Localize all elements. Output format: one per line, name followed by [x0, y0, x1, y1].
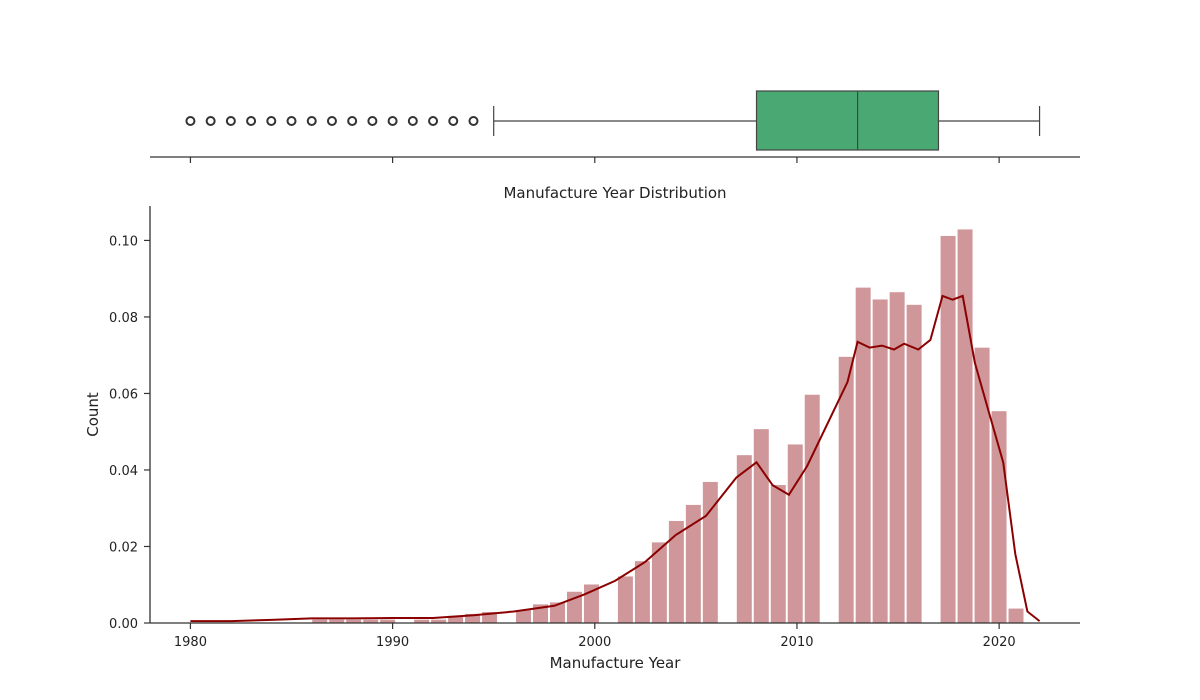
box-outlier-point [468, 116, 479, 126]
y-axis-label: Count [84, 392, 102, 437]
histogram-bar [752, 428, 770, 624]
x-tick-label: 1990 [376, 635, 409, 650]
box-outlier-point [347, 116, 358, 126]
box-outlier-point [387, 116, 398, 126]
y-tick-label: 0.04 [109, 464, 138, 479]
chart-title: Manufacture Year Distribution [503, 184, 726, 202]
histogram-bar [786, 443, 804, 624]
box-outlier-point [407, 116, 418, 126]
histogram-bar [956, 228, 974, 624]
histogram-bar [939, 234, 957, 624]
histogram-bar [854, 286, 872, 624]
histogram-bar [769, 484, 787, 624]
y-tick-label: 0.08 [109, 311, 138, 326]
histogram-bar [990, 410, 1008, 624]
y-tick-label: 0.10 [109, 234, 138, 249]
y-tick-label: 0.00 [109, 617, 138, 632]
histogram-bar [616, 575, 634, 624]
histogram-bar [1007, 607, 1025, 624]
x-tick-label: 1980 [174, 635, 207, 650]
box-outlier-point [205, 116, 216, 126]
y-tick-label: 0.06 [109, 387, 138, 402]
histogram-bar [667, 519, 685, 624]
x-tick-label: 2000 [578, 635, 611, 650]
x-axis-label: Manufacture Year [550, 654, 682, 672]
box-outlier-point [448, 116, 459, 126]
box-outlier-point [428, 116, 439, 126]
box-outlier-point [326, 116, 337, 126]
box-outlier-point [185, 116, 196, 126]
histogram-bar [633, 560, 651, 624]
histogram-bar [905, 303, 923, 624]
x-tick-label: 2020 [983, 635, 1016, 650]
box-outlier-point [225, 116, 236, 126]
box-outlier-point [306, 116, 317, 126]
histogram-bar [684, 503, 702, 624]
kde-line [190, 294, 1041, 623]
y-tick-label: 0.02 [109, 540, 138, 555]
histogram-bar [735, 454, 753, 624]
box-outlier-point [246, 116, 257, 126]
histogram-bar [888, 291, 906, 624]
box-iqr [755, 90, 940, 151]
box-outlier-point [367, 116, 378, 126]
histogram-bar [803, 393, 821, 624]
box-outlier-point [286, 116, 297, 126]
x-tick-label: 2010 [780, 635, 813, 650]
box-outlier-point [266, 116, 277, 126]
